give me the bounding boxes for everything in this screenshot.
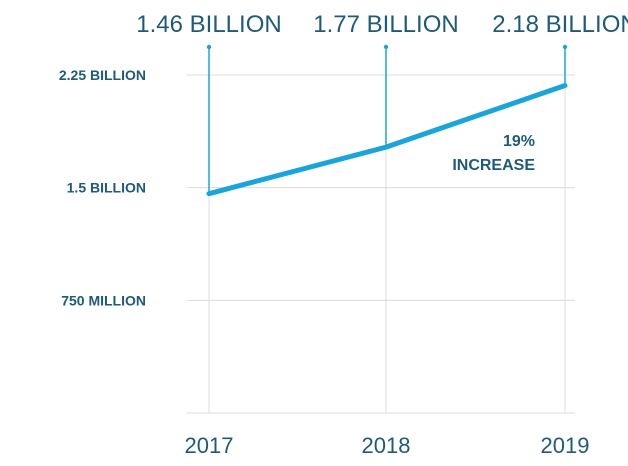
value-label-1: 1.77 BILLION: [313, 11, 458, 38]
y-tick-label-2: 750 MILLION: [61, 292, 146, 308]
x-axis-labels: 2017 2018 2019: [185, 433, 590, 458]
value-label-2: 2.18 BILLION: [492, 11, 628, 38]
x-tick-label-2018: 2018: [362, 433, 411, 458]
callout-dot-1: [383, 44, 389, 50]
x-tick-label-2017: 2017: [185, 433, 234, 458]
callout-dot-0: [206, 44, 212, 50]
series-line-group: [206, 83, 568, 197]
series-line: [206, 83, 568, 197]
y-axis-labels: 2.25 BILLION 1.5 BILLION 750 MILLION: [59, 67, 146, 308]
value-label-0: 1.46 BILLION: [136, 11, 281, 38]
grid-lines: [187, 74, 575, 414]
annotation-increase: INCREASE: [452, 157, 535, 174]
y-tick-label-0: 2.25 BILLION: [59, 67, 146, 83]
callout-stems: [206, 44, 568, 194]
x-tick-label-2019: 2019: [541, 433, 590, 458]
callout-dot-2: [562, 44, 568, 50]
annotation-percent: 19%: [503, 133, 535, 150]
y-tick-label-1: 1.5 BILLION: [67, 180, 146, 196]
value-callouts: 1.46 BILLION 1.77 BILLION 2.18 BILLION: [136, 11, 628, 38]
